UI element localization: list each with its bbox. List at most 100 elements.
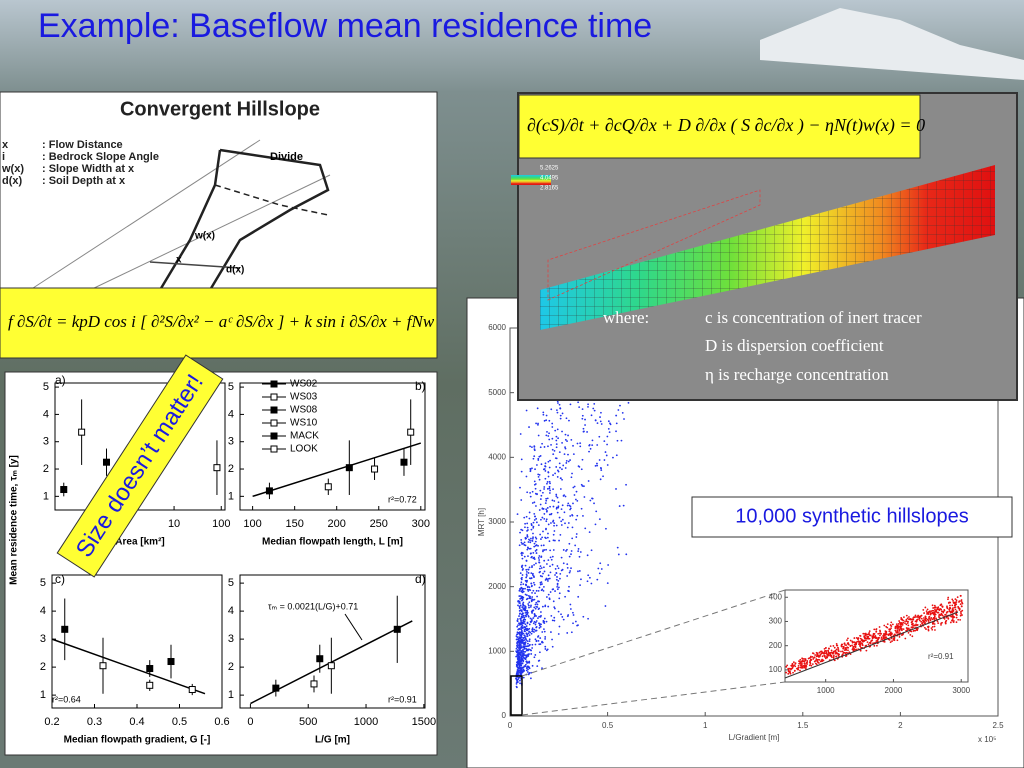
scatter-dot xyxy=(587,574,590,577)
scatter-dot xyxy=(518,631,521,634)
scatter-dot xyxy=(545,434,548,437)
scatter-dot xyxy=(535,625,538,628)
scatter-dot xyxy=(526,645,529,648)
annotation: r²=0.91 xyxy=(388,694,417,704)
scatter-dot xyxy=(598,518,601,521)
scatter-dot xyxy=(560,556,563,559)
scatter-dot xyxy=(539,570,542,573)
scatter-dot xyxy=(516,633,518,636)
inset-dot xyxy=(941,621,943,624)
inset-dot xyxy=(915,620,918,623)
scatter-dot xyxy=(530,577,533,579)
inset-dot xyxy=(868,637,870,640)
scatter-dot xyxy=(527,604,530,607)
inset-dot xyxy=(857,640,860,643)
scatter-dot xyxy=(591,444,594,447)
inset-dot xyxy=(855,648,858,651)
inset-dot xyxy=(891,623,894,626)
x-axis-label: Area [km²] xyxy=(115,537,164,548)
inset-dot xyxy=(853,643,856,646)
scatter-dot xyxy=(540,567,543,569)
inset-dot xyxy=(946,607,949,610)
scatter-dot xyxy=(538,473,541,476)
scatter-dot xyxy=(532,589,535,592)
scatter-dot xyxy=(542,550,544,553)
scatter-dot xyxy=(564,447,567,450)
scatter-dot xyxy=(568,419,570,422)
scatter-dot xyxy=(525,660,528,663)
scatter-dot xyxy=(551,563,554,566)
inset-dot xyxy=(893,639,896,642)
inset-dot xyxy=(849,644,852,647)
scatter-dot xyxy=(549,482,551,485)
x-axis-label: L/G [m] xyxy=(315,735,350,746)
inset-dot xyxy=(801,663,803,666)
scatter-dot xyxy=(577,548,580,550)
inset-dot xyxy=(881,638,884,641)
scatter-dot xyxy=(541,516,544,519)
scatter-dot xyxy=(608,431,611,434)
scatter-dot xyxy=(594,523,597,526)
scatter-dot xyxy=(531,599,533,602)
scatter-dot xyxy=(530,523,533,525)
scatter-dot xyxy=(533,631,535,633)
scatter-dot xyxy=(617,409,620,411)
y-tick-label: 4000 xyxy=(488,452,506,461)
scatter-dot xyxy=(568,542,571,545)
scatter-dot xyxy=(558,516,561,519)
inset-dot xyxy=(858,641,861,644)
scatter-dot xyxy=(542,468,545,471)
inset-dot xyxy=(908,616,910,618)
scatter-dot xyxy=(546,482,548,485)
inset-dot xyxy=(929,619,932,622)
scatter-dot xyxy=(520,539,523,541)
y-tick-label: 3 xyxy=(43,436,49,448)
scatter-dot xyxy=(531,537,534,540)
scatter-dot xyxy=(557,610,560,613)
inset-dot xyxy=(884,633,887,636)
inset-dot xyxy=(835,655,837,658)
inset-dot xyxy=(802,657,805,660)
scatter-dot xyxy=(528,588,531,591)
inset-dot xyxy=(906,617,909,620)
scatter-dot xyxy=(571,514,573,516)
inset-dot xyxy=(933,613,936,616)
scatter-dot xyxy=(556,496,559,499)
inset-dot xyxy=(888,630,891,633)
scatter-dot xyxy=(590,549,593,552)
x-tick-label: 2 xyxy=(898,721,903,730)
inset-dot xyxy=(871,635,874,638)
scatter-dot xyxy=(527,572,530,574)
scatter-dot xyxy=(559,572,562,575)
inset-dot xyxy=(804,659,807,662)
inset-dot xyxy=(959,614,962,617)
scatter-dot xyxy=(531,584,533,587)
scatter-dot xyxy=(543,628,545,631)
scatter-dot xyxy=(540,494,543,497)
scatter-dot xyxy=(527,615,530,618)
inset-dot xyxy=(840,643,843,646)
scatter-dot xyxy=(598,435,601,438)
definition: η is recharge concentration xyxy=(705,365,889,384)
scatter-dot xyxy=(522,614,525,617)
scatter-dot xyxy=(538,478,541,481)
inset-dot xyxy=(928,615,931,618)
scatter-dot xyxy=(527,653,530,656)
scatter-dot xyxy=(520,636,523,639)
scatter-dot xyxy=(520,622,523,625)
scatter-dot xyxy=(532,575,535,578)
scatter-dot xyxy=(575,536,578,538)
inset-dot xyxy=(818,651,821,654)
scatter-dot xyxy=(531,664,534,667)
scatter-dot xyxy=(581,408,584,411)
inset-dot xyxy=(932,617,935,620)
inset-dot xyxy=(799,669,801,672)
scatter-dot xyxy=(515,677,517,680)
inset-dot xyxy=(949,604,951,607)
scatter-dot xyxy=(534,629,537,632)
inset-dot xyxy=(874,634,877,637)
scatter-dot xyxy=(519,641,522,644)
scatter-dot xyxy=(525,598,528,601)
inset-dot xyxy=(822,659,825,662)
scatter-dot xyxy=(525,648,528,650)
